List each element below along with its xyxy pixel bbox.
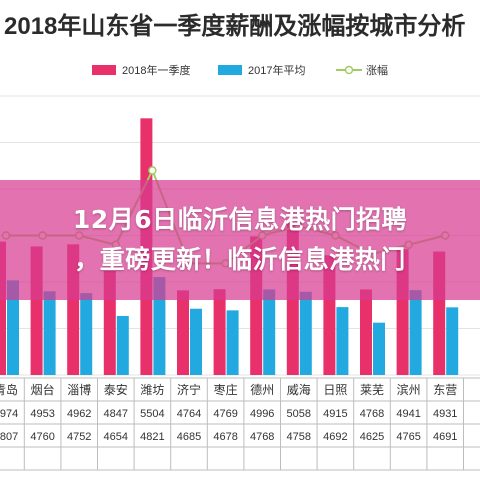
table-category-label: 潍坊 <box>140 382 164 397</box>
legend-swatch <box>218 65 242 75</box>
table-category-label: 青岛 <box>0 382 18 397</box>
table-value: 5504 <box>140 408 164 420</box>
table-value: 4953 <box>30 408 54 420</box>
table-value: 4915 <box>323 408 347 420</box>
table-value: 4807 <box>0 431 18 443</box>
legend-label: 2018年一季度 <box>122 63 190 77</box>
table-value: 4760 <box>30 431 54 443</box>
table-value: 4931 <box>433 408 457 420</box>
bar-2017avg <box>7 280 19 375</box>
table-value: 4768 <box>250 431 274 443</box>
table-category-label: 莱芜 <box>360 383 384 397</box>
table-category-label: 济宁 <box>177 382 201 397</box>
table-value: 4941 <box>396 408 420 420</box>
bar-2018q1 <box>0 241 6 375</box>
bar-2018q1 <box>177 290 189 375</box>
chart-title: 2018年山东省一季度薪酬及涨幅按城市分析 <box>4 12 465 40</box>
legend-label: 2017年平均 <box>248 63 305 77</box>
table-category-label: 德州 <box>250 382 274 397</box>
bar-2017avg <box>263 289 276 375</box>
table-value: 5058 <box>287 408 311 420</box>
legend-swatch <box>92 65 116 75</box>
table-category-label: 枣庄 <box>214 382 238 397</box>
headline-line-2: ，重磅更新！临沂信息港热门 <box>74 245 406 274</box>
table-category-label: 泰安 <box>104 382 128 397</box>
table-value: 4691 <box>433 431 457 443</box>
table-category-label: 烟台 <box>31 382 55 397</box>
table-value: 4962 <box>67 408 91 420</box>
bar-2017avg <box>226 310 239 375</box>
table-value: 4765 <box>396 431 420 443</box>
table-value: 4685 <box>177 431 201 443</box>
table-value: 4752 <box>67 431 91 443</box>
bar-2017avg <box>373 322 385 375</box>
legend-label: 涨幅 <box>366 64 388 77</box>
chart-title-group: 2018年山东省一季度薪酬及涨幅按城市分析 <box>4 12 465 40</box>
bar-2017avg <box>446 307 459 375</box>
bar-2018q1 <box>213 289 226 375</box>
bar-2018q1 <box>360 289 372 375</box>
table-value: 4821 <box>140 431 164 443</box>
bar-2017avg <box>80 293 93 375</box>
table-value: 4764 <box>177 408 201 420</box>
table-value: 4692 <box>323 431 347 443</box>
table-value: 4769 <box>213 408 237 420</box>
bar-2017avg <box>43 291 56 375</box>
table-category-label: 滨州 <box>397 382 421 397</box>
chart-legend: 2018年一季度 2017年平均 涨幅 <box>92 63 388 77</box>
table-category-label: 东营 <box>433 383 457 397</box>
bar-2017avg <box>190 308 202 375</box>
table-value: 4625 <box>360 431 384 443</box>
table-value: 4758 <box>287 431 311 443</box>
growth-point <box>148 166 157 175</box>
bar-2017avg <box>409 290 422 375</box>
table-value: 4996 <box>250 408 274 420</box>
headline-line-1: 12月6日临沂信息港热门招聘 <box>72 205 408 234</box>
bar-2017avg <box>153 277 166 375</box>
bar-2017avg <box>336 307 349 375</box>
table-value: 4768 <box>360 408 384 420</box>
table-category-label: 日照 <box>323 383 347 397</box>
table-category-label: 威海 <box>287 382 311 397</box>
data-table: 青岛烟台淄博泰安潍坊济宁枣庄德州威海日照莱芜滨州东营 4974 4953 4962 48… <box>0 377 480 471</box>
table-category-label: 淄博 <box>67 382 91 397</box>
bar-2018q1 <box>30 246 43 375</box>
table-value: 4974 <box>0 408 18 420</box>
bar-2017avg <box>116 315 129 375</box>
headline-overlay: 12月6日临沂信息港热门招聘 ，重磅更新！临沂信息港热门 <box>0 180 480 300</box>
table-value: 4654 <box>104 431 128 443</box>
table-value: 4847 <box>104 408 128 420</box>
legend-marker <box>344 65 354 75</box>
bar-2017avg <box>299 291 312 375</box>
table-value: 4678 <box>213 431 237 443</box>
